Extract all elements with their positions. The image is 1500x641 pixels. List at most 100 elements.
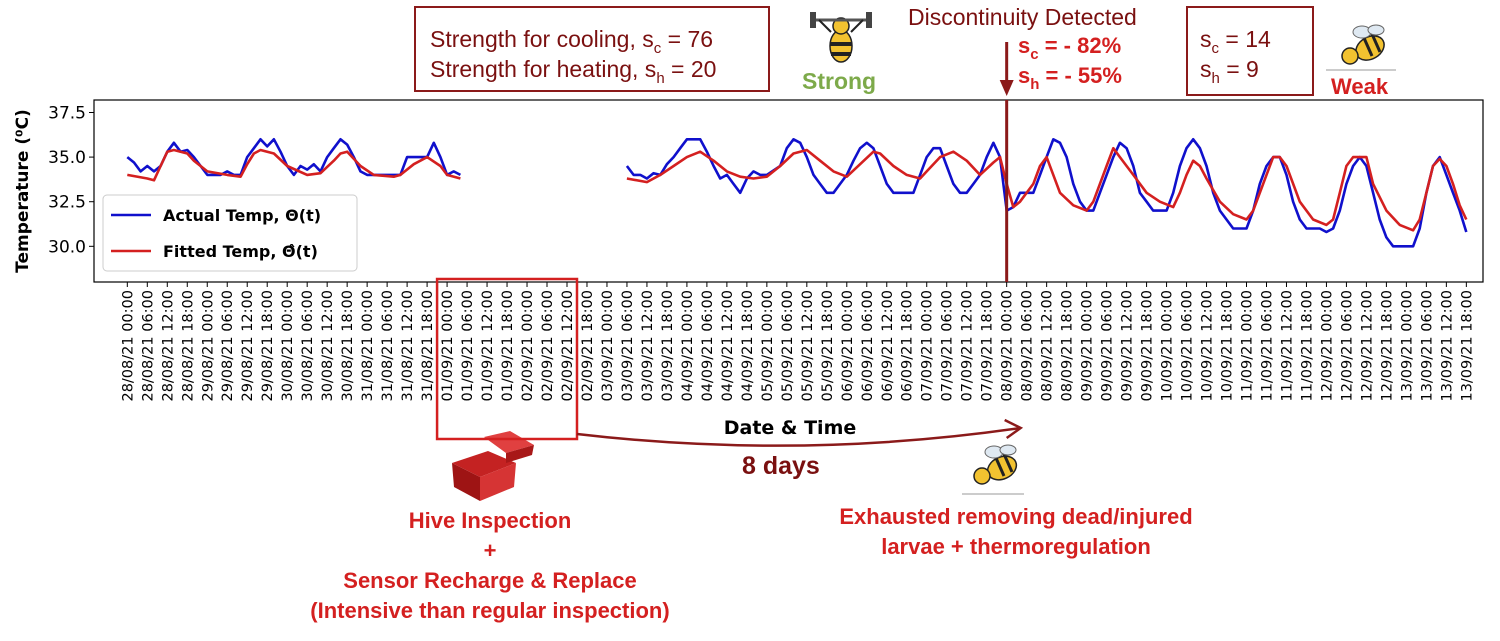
x-tick-label: 01/09/21 00:00 <box>440 290 456 402</box>
x-tick-label: 07/09/21 12:00 <box>960 290 976 402</box>
inspection-period-highlight <box>435 277 579 441</box>
x-tick-label: 29/08/21 18:00 <box>260 290 276 402</box>
weak-strength-box: sc = 14 sh = 9 <box>1186 6 1314 96</box>
x-tick-label: 01/09/21 06:00 <box>460 290 476 402</box>
x-tick-label: 07/09/21 18:00 <box>980 290 996 402</box>
x-tick-label: 11/09/21 12:00 <box>1279 290 1295 402</box>
x-tick-label: 06/09/21 18:00 <box>900 290 916 402</box>
x-tick-label: 03/09/21 12:00 <box>640 290 656 402</box>
x-tick-label: 01/09/21 12:00 <box>480 290 496 402</box>
inspection-line-4: (Intensive than regular inspection) <box>310 598 670 623</box>
legend-label: Fitted Temp, Θ̂(t) <box>163 242 318 261</box>
x-tick-label: 13/09/21 12:00 <box>1439 290 1455 402</box>
weak-sh-line: sh = 9 <box>1200 56 1259 87</box>
x-tick-label: 31/08/21 06:00 <box>380 290 396 402</box>
x-tick-label: 08/09/21 06:00 <box>1020 290 1036 402</box>
discontinuity-arrow-head <box>999 80 1014 96</box>
x-axis-label: Date & Time <box>724 417 857 439</box>
y-tick-label: 32.5 <box>48 193 86 213</box>
x-tick-label: 09/09/21 18:00 <box>1140 290 1156 402</box>
x-tick-label: 28/08/21 06:00 <box>140 290 156 402</box>
x-tick-label: 31/08/21 18:00 <box>420 290 436 402</box>
x-tick-label: 11/09/21 00:00 <box>1240 290 1256 402</box>
inspection-annotation: Hive Inspection + Sensor Recharge & Repl… <box>250 506 730 626</box>
x-tick-label: 08/09/21 00:00 <box>1000 290 1016 402</box>
x-tick-label: 29/08/21 12:00 <box>240 290 256 402</box>
y-tick-label: 30.0 <box>48 237 86 257</box>
fitted-temp-line <box>626 146 1468 232</box>
exhausted-annotation: Exhausted removing dead/injured larvae +… <box>786 502 1246 562</box>
x-tick-label: 28/08/21 18:00 <box>180 290 196 402</box>
x-tick-label: 04/09/21 18:00 <box>740 290 756 402</box>
inspection-line-3: Sensor Recharge & Replace <box>343 568 637 593</box>
x-tick-label: 10/09/21 18:00 <box>1220 290 1236 402</box>
x-tick-label: 30/08/21 12:00 <box>320 290 336 402</box>
inspection-line-1: Hive Inspection <box>408 508 572 533</box>
exhausted-line-2: larvae + thermoregulation <box>881 534 1151 559</box>
y-tick-label: 37.5 <box>48 103 86 123</box>
discontinuity-title: Discontinuity Detected <box>908 4 1137 30</box>
x-tick-label: 09/09/21 12:00 <box>1120 290 1136 402</box>
x-tick-label: 03/09/21 18:00 <box>660 290 676 402</box>
x-tick-label: 09/09/21 06:00 <box>1100 290 1116 402</box>
discontinuity-sc: sc = - 82% <box>1018 33 1122 63</box>
x-tick-label: 31/08/21 00:00 <box>360 290 376 402</box>
x-tick-label: 11/09/21 18:00 <box>1299 290 1315 402</box>
x-tick-label: 12/09/21 06:00 <box>1339 290 1355 402</box>
x-tick-label: 28/08/21 12:00 <box>160 290 176 402</box>
x-tick-label: 30/08/21 06:00 <box>300 290 316 402</box>
exhausted-line-1: Exhausted removing dead/injured <box>839 504 1193 529</box>
x-tick-label: 05/09/21 12:00 <box>800 290 816 402</box>
x-tick-label: 12/09/21 12:00 <box>1359 290 1375 402</box>
x-tick-label: 03/09/21 06:00 <box>620 290 636 402</box>
x-tick-label: 02/09/21 12:00 <box>560 290 576 402</box>
x-tick-label: 08/09/21 18:00 <box>1060 290 1076 402</box>
gap-arrow <box>576 426 1021 447</box>
x-tick-label: 30/08/21 00:00 <box>280 290 296 402</box>
x-tick-label: 07/09/21 00:00 <box>920 290 936 402</box>
inspection-box-icon <box>452 431 534 501</box>
heating-strength-line: Strength for heating, sh = 20 <box>430 56 717 87</box>
x-tick-label: 13/09/21 06:00 <box>1419 290 1435 402</box>
x-tick-label: 13/09/21 18:00 <box>1459 290 1475 402</box>
legend-box <box>102 194 358 272</box>
x-tick-label: 06/09/21 06:00 <box>860 290 876 402</box>
x-tick-label: 11/09/21 06:00 <box>1259 290 1275 402</box>
strong-bee-icon <box>810 12 872 63</box>
inspection-line-2: + <box>483 538 497 563</box>
weak-bee-icon <box>1326 24 1396 71</box>
x-tick-label: 29/08/21 06:00 <box>220 290 236 402</box>
strong-label: Strong <box>802 68 877 94</box>
x-tick-label: 04/09/21 06:00 <box>700 290 716 402</box>
weak-label: Weak <box>1331 74 1389 99</box>
x-tick-label: 03/09/21 00:00 <box>600 290 616 402</box>
gap-label: 8 days <box>742 452 820 480</box>
x-tick-label: 02/09/21 18:00 <box>580 290 596 402</box>
x-tick-label: 31/08/21 12:00 <box>400 290 416 402</box>
cooling-strength-line: Strength for cooling, sc = 76 <box>430 26 714 57</box>
x-tick-label: 05/09/21 06:00 <box>780 290 796 402</box>
gap-arrow-head <box>1004 418 1024 440</box>
x-tick-label: 10/09/21 12:00 <box>1200 290 1216 402</box>
x-tick-label: 02/09/21 00:00 <box>520 290 536 402</box>
legend-label: Actual Temp, Θ(t) <box>163 206 321 225</box>
x-tick-label: 02/09/21 06:00 <box>540 290 556 402</box>
fitted-temp-line <box>127 148 461 182</box>
x-tick-label: 04/09/21 00:00 <box>680 290 696 402</box>
x-tick-label: 29/08/21 00:00 <box>200 290 216 402</box>
plot-frame <box>93 99 1484 283</box>
x-tick-label: 09/09/21 00:00 <box>1080 290 1096 402</box>
x-tick-label: 12/09/21 18:00 <box>1379 290 1395 402</box>
strong-strength-box: Strength for cooling, sc = 76 Strength f… <box>414 6 770 92</box>
x-tick-label: 13/09/21 00:00 <box>1399 290 1415 402</box>
x-tick-label: 04/09/21 12:00 <box>720 290 736 402</box>
x-tick-label: 30/08/21 18:00 <box>340 290 356 402</box>
y-axis-label: Temperature (⁰C) <box>13 109 33 273</box>
x-tick-label: 08/09/21 12:00 <box>1040 290 1056 402</box>
discontinuity-sh: sh = - 55% <box>1018 63 1122 93</box>
x-tick-label: 28/08/21 00:00 <box>120 290 136 402</box>
x-tick-label: 06/09/21 12:00 <box>880 290 896 402</box>
y-tick-label: 35.0 <box>48 148 86 168</box>
x-tick-label: 01/09/21 18:00 <box>500 290 516 402</box>
